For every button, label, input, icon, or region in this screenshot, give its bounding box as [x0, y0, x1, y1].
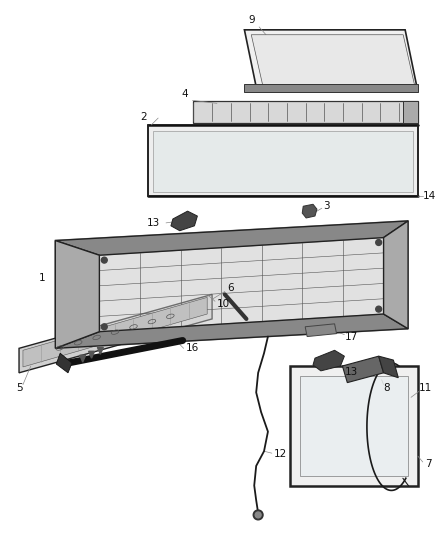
Polygon shape — [343, 356, 384, 383]
Circle shape — [101, 324, 107, 330]
Polygon shape — [148, 125, 418, 197]
Polygon shape — [251, 35, 415, 87]
Polygon shape — [97, 348, 103, 354]
Text: 3: 3 — [323, 201, 329, 211]
Text: 5: 5 — [16, 383, 23, 392]
Polygon shape — [99, 238, 384, 332]
Polygon shape — [88, 351, 95, 358]
Polygon shape — [300, 376, 408, 476]
Text: 17: 17 — [344, 332, 358, 342]
Text: 13: 13 — [344, 367, 358, 377]
Polygon shape — [379, 356, 398, 378]
Polygon shape — [305, 324, 336, 336]
Polygon shape — [23, 297, 207, 367]
Polygon shape — [313, 350, 344, 371]
Text: 13: 13 — [146, 218, 160, 228]
Text: 11: 11 — [419, 383, 432, 392]
Circle shape — [376, 306, 381, 312]
Polygon shape — [55, 221, 408, 349]
Polygon shape — [194, 101, 418, 123]
Text: 14: 14 — [423, 191, 436, 201]
Text: 8: 8 — [384, 383, 390, 392]
Polygon shape — [384, 221, 408, 329]
Text: 16: 16 — [186, 343, 199, 353]
Polygon shape — [153, 131, 413, 191]
Text: 4: 4 — [181, 88, 187, 99]
Text: 10: 10 — [217, 299, 230, 309]
Polygon shape — [290, 366, 418, 486]
Circle shape — [376, 239, 381, 245]
Circle shape — [255, 512, 261, 518]
Text: 9: 9 — [248, 15, 255, 25]
Polygon shape — [244, 84, 418, 92]
Polygon shape — [80, 355, 86, 362]
Circle shape — [253, 510, 263, 520]
Circle shape — [101, 257, 107, 263]
Text: 2: 2 — [140, 112, 146, 122]
Polygon shape — [56, 353, 72, 373]
Polygon shape — [171, 211, 198, 231]
Text: 1: 1 — [39, 273, 45, 283]
Text: 6: 6 — [227, 282, 233, 293]
Text: 12: 12 — [274, 449, 287, 459]
Polygon shape — [403, 101, 418, 123]
Text: 7: 7 — [425, 459, 431, 469]
Polygon shape — [244, 30, 418, 92]
Polygon shape — [19, 294, 212, 373]
Polygon shape — [55, 221, 408, 255]
Polygon shape — [302, 204, 317, 218]
Polygon shape — [55, 240, 99, 349]
Polygon shape — [55, 314, 408, 349]
